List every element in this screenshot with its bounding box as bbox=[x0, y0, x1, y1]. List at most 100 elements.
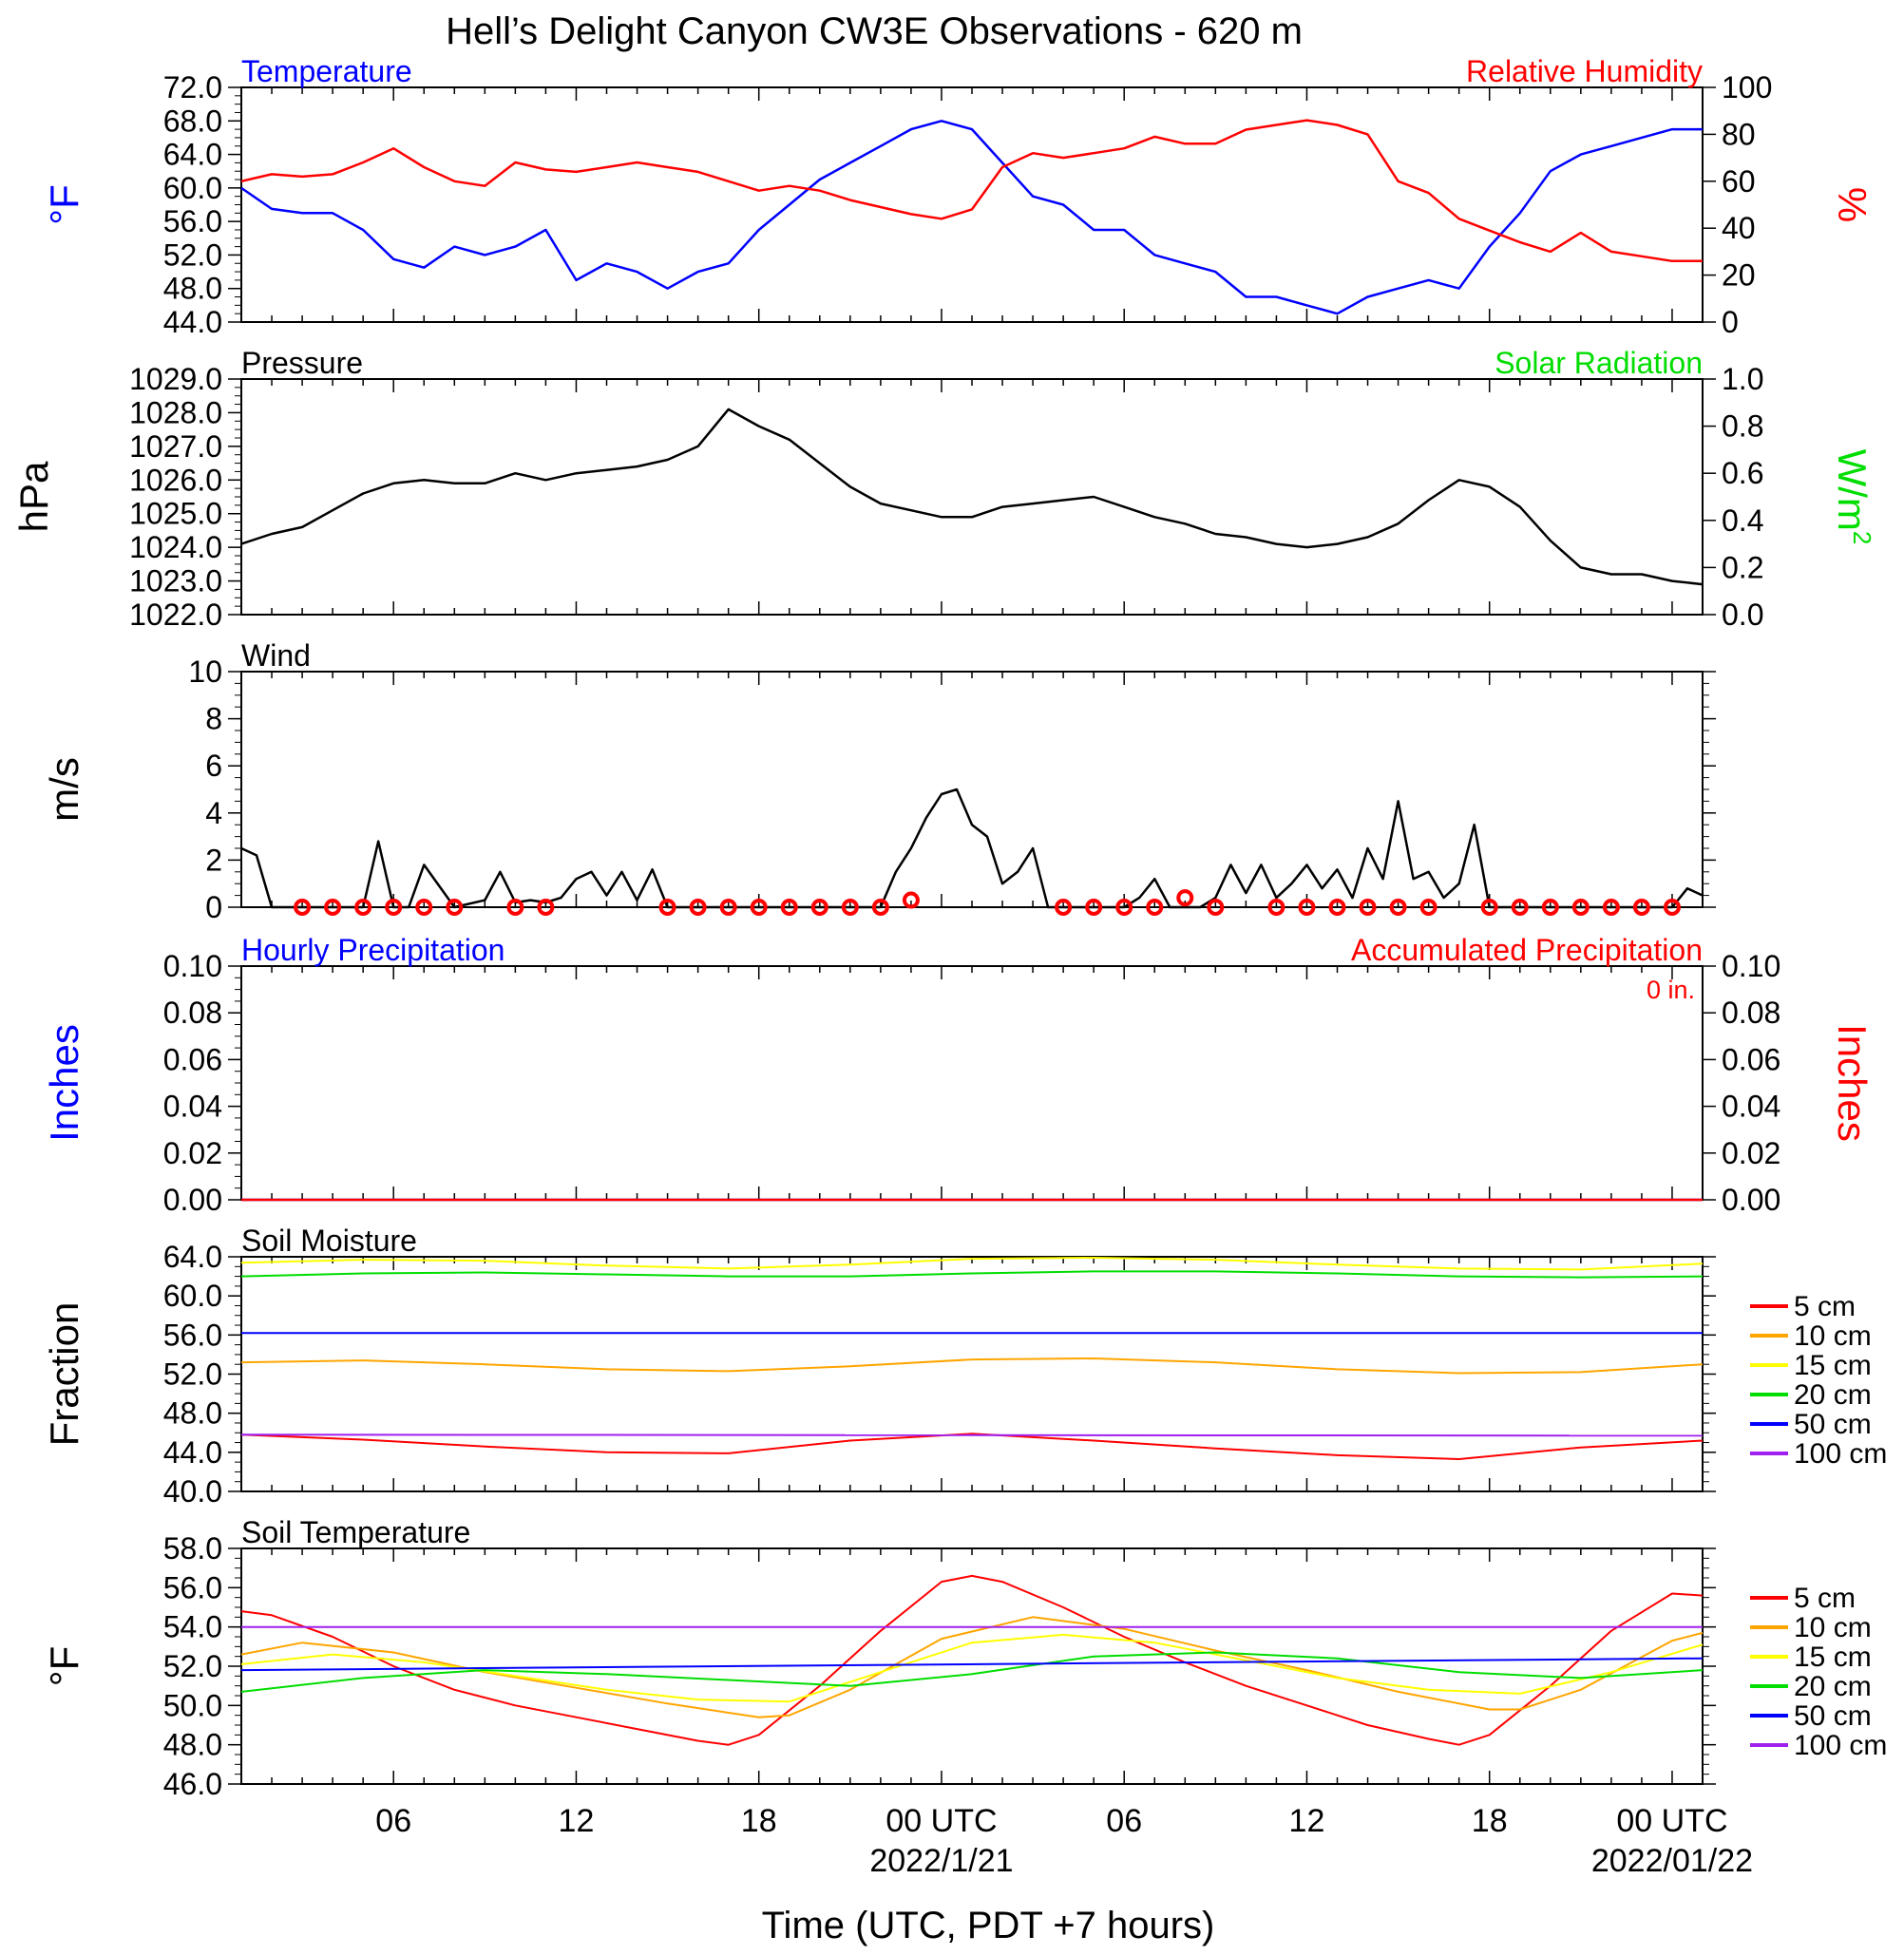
y-tick-label-right: 60 bbox=[1722, 164, 1756, 199]
y-tick-label-right: 0.08 bbox=[1722, 996, 1780, 1030]
y-tick-label-right: 0.00 bbox=[1722, 1183, 1780, 1217]
x-tick-label: 12 bbox=[1289, 1803, 1325, 1839]
y-axis-label-left: Inches bbox=[42, 1024, 86, 1142]
y-tick-label-left: 2 bbox=[205, 843, 222, 877]
y-tick-label-left: 56.0 bbox=[163, 1318, 222, 1352]
series-line-wind-speed bbox=[240, 788, 1704, 909]
y-tick-label-right: 0.6 bbox=[1722, 456, 1763, 490]
y-tick-label-left: 52.0 bbox=[163, 1357, 222, 1392]
y-tick-label-right: 0.04 bbox=[1722, 1090, 1780, 1124]
calm-marker bbox=[1541, 899, 1559, 916]
y-tick-label-right: 0.10 bbox=[1722, 949, 1780, 983]
series-line-pressure bbox=[240, 408, 1704, 586]
calm-marker bbox=[294, 899, 312, 916]
y-tick-label-left: 40.0 bbox=[163, 1474, 222, 1509]
x-tick-label: 18 bbox=[741, 1803, 777, 1839]
plot-frame bbox=[240, 965, 1704, 1201]
legend-label: 100 cm bbox=[1794, 1438, 1887, 1470]
calm-marker bbox=[719, 899, 737, 916]
y-tick-label-left: 0.10 bbox=[163, 949, 222, 983]
y-tick-label-right: 100 bbox=[1722, 70, 1772, 104]
y-tick-label-left: 0.00 bbox=[163, 1183, 222, 1217]
panel-title-left: Hourly Precipitation bbox=[241, 933, 505, 967]
calm-marker bbox=[1511, 899, 1529, 916]
y-tick-label-left: 8 bbox=[205, 702, 222, 736]
calm-marker bbox=[1055, 899, 1073, 916]
y-tick-label-left: 72.0 bbox=[163, 70, 222, 104]
y-tick-label-right: 0.8 bbox=[1722, 409, 1763, 444]
plot-frame bbox=[240, 86, 1704, 323]
series-line-15-cm bbox=[240, 1633, 1704, 1703]
series-line-relative-humidity bbox=[240, 119, 1703, 263]
y-tick-label-left: 48.0 bbox=[163, 1728, 222, 1762]
series-line-5-cm bbox=[240, 1433, 1704, 1460]
panel-title-right: Relative Humidity bbox=[1466, 54, 1703, 88]
x-tick-label: 18 bbox=[1472, 1803, 1508, 1839]
calm-marker bbox=[1480, 899, 1498, 916]
y-tick-label-left: 44.0 bbox=[163, 1435, 222, 1470]
legend-label: 5 cm bbox=[1794, 1291, 1856, 1322]
legend-label: 100 cm bbox=[1794, 1730, 1887, 1761]
y-tick-label-right: 0 bbox=[1722, 305, 1739, 339]
y-tick-label-left: 64.0 bbox=[163, 138, 222, 172]
legend-label: 20 cm bbox=[1794, 1379, 1872, 1411]
series-line-20-cm bbox=[240, 1270, 1704, 1279]
legend-label: 5 cm bbox=[1794, 1583, 1856, 1614]
series-line-50-cm bbox=[240, 1657, 1704, 1672]
series-group bbox=[240, 119, 1703, 315]
y-tick-label-left: 0.08 bbox=[163, 996, 222, 1030]
y-tick-label-right: 0.2 bbox=[1722, 550, 1763, 584]
calm-marker bbox=[810, 899, 828, 916]
y-tick-label-left: 60.0 bbox=[163, 1279, 222, 1313]
series-line-100-cm bbox=[240, 1433, 1704, 1437]
panel-3: 0.10 0.08 0.06 0.04 0.02 0.00 0.10 0.08 0.06 0.04… bbox=[42, 933, 1875, 1217]
x-tick-label: 06 bbox=[1106, 1803, 1142, 1839]
y-tick-label-left: 64.0 bbox=[163, 1240, 222, 1274]
x-tick-label: 00 UTC bbox=[885, 1803, 997, 1839]
y-tick-label-right: 0.4 bbox=[1722, 503, 1763, 538]
calm-marker bbox=[1359, 899, 1377, 916]
calm-marker bbox=[415, 899, 433, 916]
calm-marker bbox=[902, 891, 920, 909]
calm-marker bbox=[1146, 899, 1164, 916]
y-tick-label-left: 44.0 bbox=[163, 305, 222, 339]
calm-marker bbox=[1328, 899, 1346, 916]
calm-marker bbox=[658, 899, 676, 916]
chart-title: Hell’s Delight Canyon CW3E Observations … bbox=[446, 10, 1303, 52]
panel-title-left: Temperature bbox=[241, 54, 412, 88]
calm-marker bbox=[385, 899, 403, 916]
y-tick-label-left: 1029.0 bbox=[129, 362, 222, 396]
x-date-label: 2022/1/21 bbox=[869, 1843, 1013, 1879]
y-axis-label-left: °F bbox=[42, 1646, 86, 1686]
y-axis-label-right: W/m2 bbox=[1830, 449, 1876, 545]
calm-marker bbox=[841, 899, 859, 916]
calm-marker bbox=[324, 899, 342, 916]
series-line-10-cm bbox=[240, 1357, 1704, 1375]
y-axis-label-left: °F bbox=[42, 184, 86, 224]
y-tick-label-right: 0.06 bbox=[1722, 1042, 1780, 1076]
calm-marker bbox=[506, 899, 524, 916]
legend-label: 15 cm bbox=[1794, 1350, 1872, 1381]
x-axis-label: Time (UTC, PDT +7 hours) bbox=[762, 1905, 1215, 1946]
y-tick-label-right: 0.02 bbox=[1722, 1136, 1780, 1170]
y-tick-label-left: 58.0 bbox=[163, 1531, 222, 1566]
y-tick-label-left: 1026.0 bbox=[129, 463, 222, 497]
calm-marker bbox=[1632, 899, 1650, 916]
legend-label: 10 cm bbox=[1794, 1320, 1872, 1352]
y-tick-label-left: 6 bbox=[205, 749, 222, 783]
y-tick-label-left: 60.0 bbox=[163, 171, 222, 205]
calm-marker bbox=[1389, 899, 1407, 916]
y-tick-label-left: 56.0 bbox=[163, 1570, 222, 1604]
calm-marker bbox=[354, 899, 372, 916]
calm-marker bbox=[1085, 899, 1103, 916]
calm-marker bbox=[1602, 899, 1620, 916]
y-axis-label-left: hPa bbox=[11, 461, 56, 532]
calm-marker bbox=[446, 899, 464, 916]
y-tick-label-right: 80 bbox=[1722, 117, 1756, 151]
x-tick-label: 00 UTC bbox=[1616, 1803, 1727, 1839]
panel-title-left: Pressure bbox=[241, 346, 363, 380]
y-tick-label-left: 48.0 bbox=[163, 1396, 222, 1431]
calm-marker bbox=[1176, 889, 1194, 907]
y-tick-label-left: 56.0 bbox=[163, 204, 222, 238]
panel-title-right: Solar Radiation bbox=[1495, 346, 1703, 380]
